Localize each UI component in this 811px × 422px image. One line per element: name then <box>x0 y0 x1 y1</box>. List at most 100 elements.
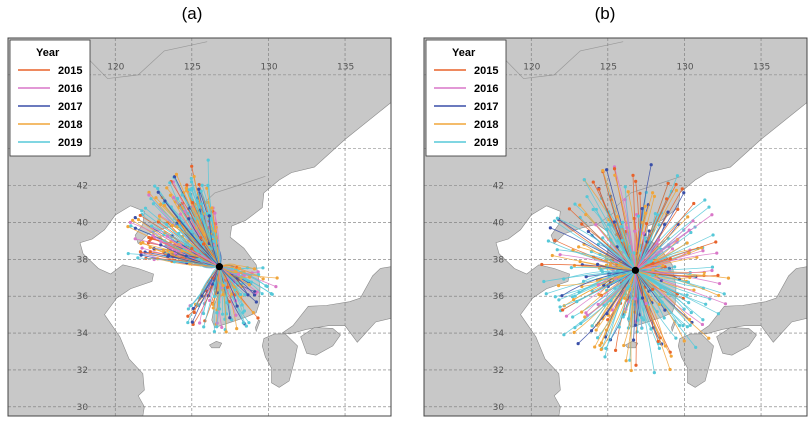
trajectory-endpoint <box>230 292 234 296</box>
trajectory-endpoint <box>681 324 685 328</box>
trajectory-endpoint <box>682 339 686 343</box>
trajectory-endpoint <box>236 272 241 277</box>
trajectory-line <box>572 249 636 271</box>
trajectory-endpoint <box>606 222 611 227</box>
land-jeju <box>208 340 223 349</box>
trajectory-endpoint <box>248 275 252 279</box>
trajectory-endpoint <box>186 314 190 318</box>
trajectory-endpoint <box>257 273 261 277</box>
legend-entry-2017: 2017 <box>474 101 498 113</box>
trajectory-endpoint <box>552 219 557 223</box>
trajectory-endpoint <box>212 294 217 299</box>
trajectory-endpoint <box>716 273 720 277</box>
legend-entry-2015: 2015 <box>474 65 498 77</box>
trajectory-endpoint <box>583 315 587 319</box>
trajectory-endpoint <box>555 216 560 220</box>
trajectory-endpoint <box>668 367 672 372</box>
trajectory-endpoint <box>553 238 557 242</box>
trajectory-endpoint <box>633 229 637 233</box>
lat-tick-label: 42 <box>77 182 88 192</box>
trajectory-endpoint <box>172 195 176 200</box>
trajectory-endpoint <box>170 223 175 228</box>
trajectory-endpoint <box>577 245 581 249</box>
trajectory-endpoint <box>225 301 229 305</box>
legend-entry-2018: 2018 <box>58 119 82 131</box>
trajectory-endpoint <box>716 312 721 316</box>
trajectory-line <box>635 269 706 305</box>
origin-point <box>631 266 640 274</box>
trajectory-endpoint <box>220 312 225 316</box>
trajectory-endpoint <box>640 316 644 320</box>
trajectory-endpoint <box>260 292 264 296</box>
trajectory-endpoint <box>206 158 210 162</box>
legend-title: Year <box>36 47 60 59</box>
trajectory-endpoint <box>564 314 569 318</box>
trajectory-endpoint <box>254 300 258 304</box>
trajectory-endpoint <box>199 202 204 206</box>
legend-entry-2017: 2017 <box>58 101 82 113</box>
trajectory-endpoint <box>619 225 624 229</box>
trajectory-endpoint <box>238 292 243 297</box>
trajectory-line <box>635 270 665 319</box>
trajectory-line <box>219 266 267 287</box>
trajectory-endpoint <box>596 283 601 287</box>
trajectory-endpoint <box>597 187 601 191</box>
trajectory-endpoint <box>676 207 680 211</box>
trajectory-endpoint <box>677 323 682 328</box>
trajectory-line <box>150 198 220 267</box>
lon-tick-label: 130 <box>676 63 693 73</box>
trajectory-endpoint <box>200 183 204 187</box>
trajectory-endpoint <box>215 311 219 315</box>
trajectory-endpoint <box>647 260 651 264</box>
lat-tick-label: 40 <box>77 218 89 228</box>
lat-tick-label: 32 <box>77 366 88 376</box>
trajectory-endpoint <box>663 308 667 312</box>
trajectory-endpoint <box>717 281 722 286</box>
trajectory-endpoint <box>138 250 143 254</box>
land-shikoku <box>716 327 757 356</box>
trajectory-endpoint <box>133 215 137 220</box>
trajectory-endpoint <box>136 256 140 260</box>
trajectory-endpoint <box>707 336 711 340</box>
trajectory-endpoint <box>556 284 561 288</box>
trajectory-endpoint <box>580 310 584 314</box>
legend: Year 2015 2016 2017 2018 2019 <box>9 39 91 157</box>
trajectory-endpoint <box>147 193 151 197</box>
trajectory-endpoint <box>548 226 552 230</box>
trajectory-endpoint <box>585 313 590 317</box>
trajectory-endpoint <box>666 210 670 214</box>
trajectory-endpoint <box>274 285 278 289</box>
trajectory-endpoint <box>651 268 655 272</box>
trajectory-endpoint <box>141 240 145 245</box>
trajectory-endpoint <box>544 292 548 296</box>
trajectory-endpoint <box>192 174 196 179</box>
trajectory-endpoint <box>174 172 179 176</box>
trajectory-endpoint <box>584 311 588 315</box>
trajectory-endpoint <box>562 333 566 337</box>
trajectory-line <box>610 270 636 302</box>
trajectory-endpoint <box>184 186 188 190</box>
trajectory-endpoint <box>593 345 597 349</box>
trajectory-endpoint <box>149 224 154 228</box>
trajectory-line <box>157 191 220 267</box>
trajectory-endpoint <box>581 279 586 283</box>
trajectory-line <box>557 217 636 271</box>
trajectory-endpoint <box>640 296 645 300</box>
trajectory-endpoint <box>710 268 714 273</box>
trajectory-endpoint <box>205 212 209 216</box>
trajectory-endpoint <box>685 325 689 329</box>
trajectory-endpoint <box>634 363 638 367</box>
trajectory-endpoint <box>202 325 206 329</box>
trajectory-line <box>219 266 228 303</box>
trajectory-endpoint <box>558 305 562 309</box>
land-honshu <box>697 266 807 343</box>
trajectory-endpoint <box>256 316 260 320</box>
trajectory-line <box>635 269 690 279</box>
origin-point <box>215 263 224 271</box>
trajectory-line <box>552 255 636 271</box>
trajectory-endpoint <box>154 196 158 200</box>
lat-tick-label: 30 <box>493 403 505 413</box>
trajectory-endpoint <box>133 237 137 241</box>
trajectory-endpoint <box>561 308 565 312</box>
legend-entry-2015: 2015 <box>58 65 82 77</box>
